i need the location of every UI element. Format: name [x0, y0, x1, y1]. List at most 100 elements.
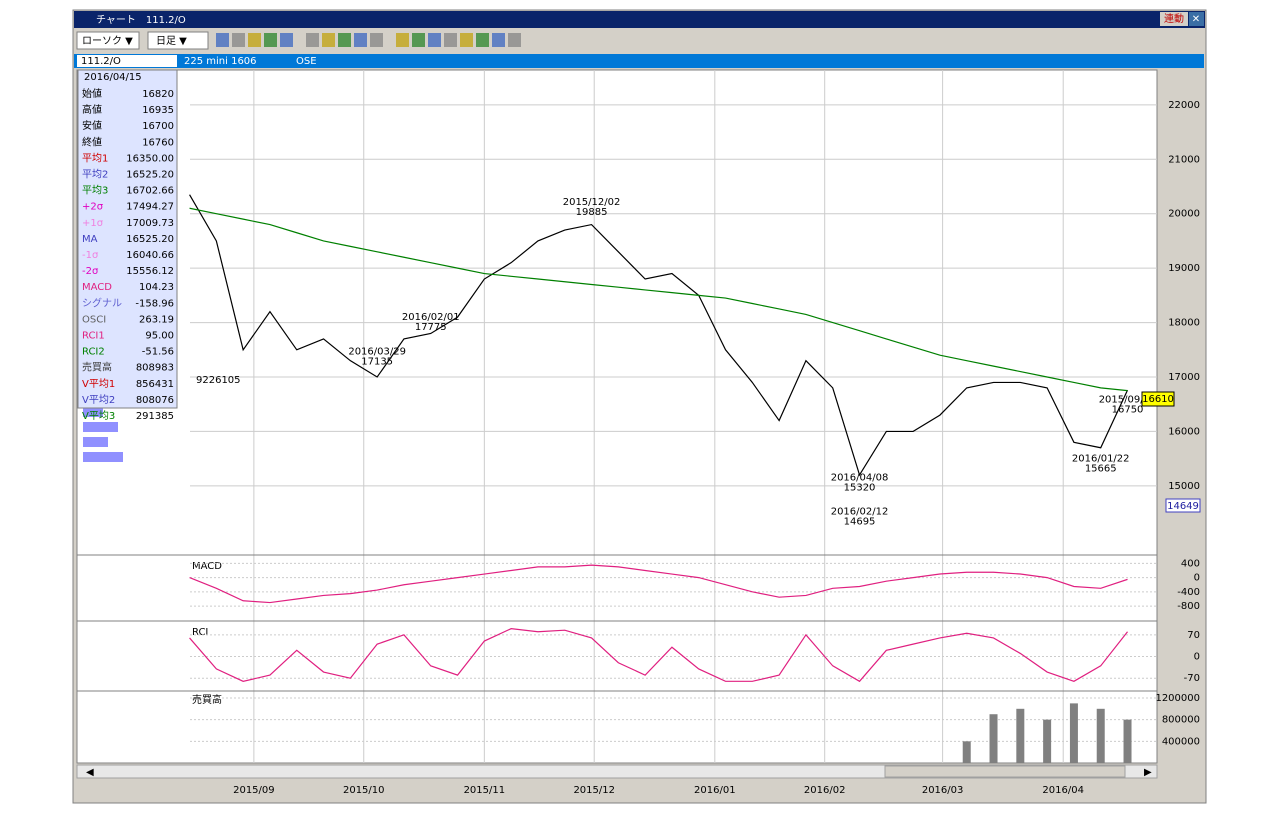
volume-bar [1069, 703, 1078, 763]
close-icon: ✕ [1192, 14, 1200, 25]
annotation-date: 2016/01/22 [1072, 454, 1130, 465]
tool-icon [412, 33, 425, 47]
y-tick-label: 17000 [1168, 372, 1200, 383]
y-tick-label: 1200000 [1155, 693, 1200, 704]
tool-icon [508, 33, 521, 47]
title-bar [74, 11, 1205, 28]
chart-kind-select[interactable] [76, 31, 140, 50]
info-value: 16935 [142, 105, 174, 116]
last-price-tag [1141, 391, 1175, 407]
volume-bar [962, 741, 971, 763]
annotation-value: 19885 [576, 207, 608, 218]
info-value: -158.96 [135, 298, 174, 309]
tool-icon [444, 33, 457, 47]
info-label: 平均1 [82, 152, 108, 164]
price-line [189, 207, 1128, 392]
info-label: 高値 [82, 103, 102, 116]
volume-profile [83, 407, 103, 417]
info-value: 17009.73 [126, 218, 174, 229]
info-label: +1σ [82, 218, 104, 229]
y-tick-label: 21000 [1168, 154, 1200, 165]
period: 日足 ▼ [156, 35, 187, 47]
info-value: 16820 [142, 89, 174, 100]
info-label: 終値 [82, 135, 102, 148]
volume-bar [1123, 719, 1132, 763]
x-tick-label: 2016/01 [694, 785, 736, 796]
y-tick-label: 800000 [1162, 715, 1200, 726]
y-tick-label: 0 [1194, 652, 1200, 663]
y-tick-label: 400000 [1162, 736, 1200, 747]
panel-label: RCI [192, 627, 208, 638]
info-panel [77, 69, 178, 409]
info-label: V平均2 [82, 394, 115, 406]
info-value: 291385 [136, 411, 174, 422]
panel-label: 売買高 [192, 693, 222, 706]
tool-icon [306, 33, 319, 47]
tool-icon [216, 33, 229, 47]
info-label: 平均3 [82, 185, 108, 197]
period-select[interactable] [147, 31, 209, 50]
y-tick-label: 22000 [1168, 100, 1200, 111]
close-button[interactable] [1189, 12, 1204, 26]
volume-bar [1043, 719, 1052, 763]
info-date: 2016/04/15 [84, 72, 142, 83]
annotation-date: 2015/09/29 [1099, 395, 1157, 406]
info-value: 16700 [142, 121, 174, 132]
volume-profile [83, 452, 123, 462]
annotation-date: 2016/02/12 [831, 506, 889, 517]
x-tick-label: 2016/03 [922, 785, 964, 796]
y-tick-label: -70 [1184, 673, 1200, 684]
info-value: 16702.66 [126, 186, 174, 197]
info-label: -1σ [82, 250, 99, 261]
tool-icon [428, 33, 441, 47]
info-value: 856431 [136, 379, 174, 390]
annotation-value: 15665 [1085, 464, 1117, 475]
tool-icon [248, 33, 261, 47]
price-line [189, 194, 1129, 477]
annotation-value: 17135 [361, 357, 393, 368]
info-label: RCI1 [82, 331, 105, 342]
tool-icon [460, 33, 473, 47]
info-value: 16525.20 [126, 170, 174, 181]
info-value: 16525.20 [126, 234, 174, 245]
y-tick-label: 20000 [1168, 209, 1200, 220]
annotation-value: 14695 [844, 516, 876, 527]
info-value: 263.19 [139, 314, 174, 325]
info-label: 始値 [82, 87, 102, 100]
panel-label: MACD [192, 561, 222, 572]
info-label: V平均3 [82, 410, 115, 422]
info-label: シグナル [82, 296, 122, 309]
profile-label: 9226105 [196, 375, 241, 386]
x-tick-label: 2015/09 [233, 785, 275, 796]
y-tick-label: 16000 [1168, 426, 1200, 437]
info-name: 225 mini 1606 [184, 56, 257, 67]
x-tick-label: 2016/04 [1042, 785, 1084, 796]
volume-bar [989, 714, 998, 763]
tool-icon [232, 33, 245, 47]
info-market: OSE [296, 56, 317, 67]
info-label: MA [82, 234, 98, 245]
sync-label: 連動 [1164, 12, 1184, 25]
info-value: 808076 [136, 395, 174, 406]
y-tick-label: 19000 [1168, 263, 1200, 274]
sync-button[interactable] [1160, 12, 1188, 26]
info-value: 104.23 [139, 282, 174, 293]
scroll-thumb[interactable] [884, 765, 1126, 778]
info-value: 16040.66 [126, 250, 174, 261]
bottom-price-tag [1165, 498, 1201, 513]
y-tick-label: 400 [1181, 558, 1200, 569]
info-label: OSCI [82, 314, 106, 325]
x-tick-label: 2015/10 [343, 785, 385, 796]
info-value: 808983 [136, 363, 174, 374]
tool-icon [476, 33, 489, 47]
volume-profile [83, 422, 118, 432]
x-tick-label: 2015/12 [573, 785, 615, 796]
y-tick-label: -400 [1177, 587, 1200, 598]
x-tick-label: 2016/02 [804, 785, 846, 796]
scroll-right[interactable]: ▶ [1144, 767, 1152, 778]
info-value: -51.56 [142, 347, 174, 358]
code-field[interactable] [77, 55, 177, 67]
scroll-left[interactable]: ◀ [86, 767, 94, 778]
info-label: 売買高 [82, 361, 112, 374]
x-tick-label: 2015/11 [464, 785, 506, 796]
